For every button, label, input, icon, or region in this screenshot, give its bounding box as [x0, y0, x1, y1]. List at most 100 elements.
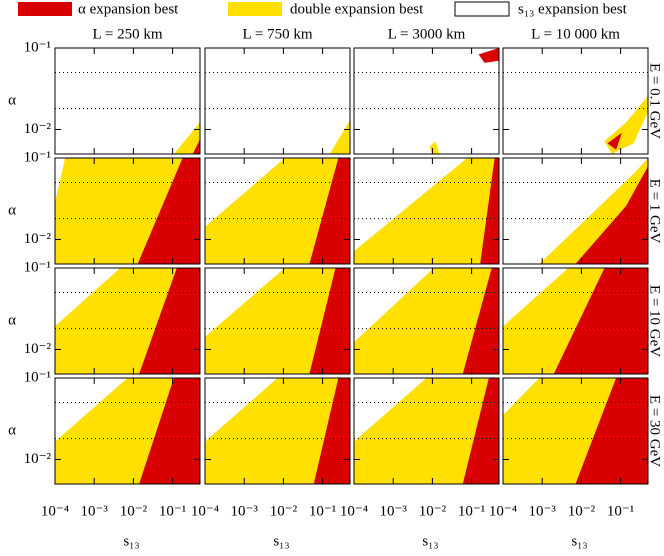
alpha-region	[192, 139, 200, 154]
s13-region	[55, 378, 128, 442]
column-title: L = 10 000 km	[531, 26, 620, 42]
alpha-region	[553, 268, 648, 374]
alpha-region	[478, 48, 499, 63]
panel-frame	[54, 157, 201, 265]
s13-region	[503, 378, 540, 416]
alpha-region	[462, 268, 499, 374]
x-tick-label: 10⁻⁴	[340, 503, 368, 519]
column-title: L = 250 km	[93, 26, 163, 42]
s13-region	[55, 158, 66, 203]
panel-frame	[502, 377, 649, 485]
panel-frame	[353, 157, 500, 265]
s13-region	[213, 397, 232, 412]
panel	[353, 47, 500, 155]
panel	[54, 267, 201, 375]
panel-frame	[204, 267, 351, 375]
alpha-region	[309, 158, 350, 264]
legend-label: double expansion best	[290, 1, 424, 17]
panel-frame	[502, 47, 649, 155]
x-tick-label: 10⁻²	[568, 503, 596, 519]
panel-frame	[353, 267, 500, 375]
row-title: E = 10 GeV	[647, 285, 663, 357]
s13-region	[205, 268, 285, 337]
x-tick-label: 10⁻²	[419, 503, 447, 519]
panel	[353, 267, 500, 375]
legend-label: α expansion best	[78, 1, 179, 17]
row-title: E = 0.1 GeV	[647, 63, 663, 139]
x-tick-label: 10⁻¹	[159, 503, 186, 519]
double-region	[173, 122, 200, 154]
s13-region	[354, 378, 427, 442]
legend-swatch	[18, 2, 72, 16]
x-tick-label: 10⁻²	[270, 503, 298, 519]
legend-swatch	[454, 1, 510, 17]
s13-region	[354, 268, 434, 343]
y-tick-label: 10⁻¹	[24, 39, 51, 55]
panel	[204, 377, 351, 485]
row-title: E = 30 GeV	[647, 395, 663, 467]
y-axis-label: α	[8, 92, 16, 108]
legend-swatch	[228, 2, 282, 16]
x-tick-label: 10⁻³	[379, 503, 407, 519]
panel	[353, 377, 500, 485]
y-tick-label: 10⁻¹	[24, 149, 51, 165]
legend-label: s₁₃ expansion best	[518, 1, 628, 17]
x-tick-label: 10⁻¹	[309, 503, 336, 519]
x-tick-label: 10⁻²	[120, 503, 148, 519]
double-region	[329, 120, 350, 154]
panel	[54, 157, 201, 265]
s13-region	[205, 378, 278, 442]
panel-background	[205, 48, 350, 154]
x-tick-label: 10⁻¹	[607, 503, 634, 519]
panel-frame	[204, 47, 351, 155]
panel-frame	[54, 377, 201, 485]
column-title: L = 750 km	[243, 26, 313, 42]
panel	[204, 267, 351, 375]
alpha-region	[607, 132, 622, 150]
alpha-region	[575, 166, 648, 264]
panel-frame	[353, 377, 500, 485]
x-axis-label: s₁₃	[123, 533, 139, 549]
alpha-region	[139, 378, 200, 484]
y-tick-label: 10⁻²	[24, 121, 52, 137]
panel	[502, 267, 649, 375]
x-tick-label: 10⁻⁴	[191, 503, 219, 519]
alpha-region	[313, 378, 350, 484]
x-tick-label: 10⁻¹	[458, 503, 485, 519]
panel-frame	[54, 267, 201, 375]
x-tick-label: 10⁻³	[80, 503, 108, 519]
x-tick-label: 10⁻⁴	[41, 503, 69, 519]
column-title: L = 3000 km	[388, 26, 466, 42]
s13-region	[354, 158, 468, 252]
panel	[502, 377, 649, 485]
y-axis-label: α	[8, 422, 16, 438]
alpha-region	[137, 158, 200, 264]
x-tick-label: 10⁻³	[528, 503, 556, 519]
s13-region	[503, 268, 569, 327]
y-tick-label: 10⁻²	[24, 451, 52, 467]
x-axis-label: s₁₃	[273, 533, 289, 549]
panel-frame	[204, 157, 351, 265]
panel	[204, 157, 351, 265]
panel	[54, 47, 201, 155]
s13-region	[55, 268, 121, 327]
panel	[502, 47, 649, 155]
y-tick-label: 10⁻¹	[24, 369, 51, 385]
panel-frame	[353, 47, 500, 155]
x-tick-label: 10⁻⁴	[489, 503, 517, 519]
y-tick-label: 10⁻¹	[24, 259, 51, 275]
panel-frame	[502, 267, 649, 375]
panel-frame	[204, 377, 351, 485]
alpha-region	[309, 268, 350, 374]
x-axis-label: s₁₃	[571, 533, 587, 549]
panel	[502, 157, 649, 265]
panel	[54, 377, 201, 485]
s13-region	[205, 158, 285, 227]
y-axis-label: α	[8, 202, 16, 218]
alpha-region	[575, 378, 648, 484]
panel-frame	[502, 157, 649, 265]
panel-frame	[54, 47, 201, 155]
row-title: E = 1 GeV	[647, 179, 663, 244]
alpha-region	[462, 378, 499, 484]
alpha-region	[139, 268, 200, 374]
